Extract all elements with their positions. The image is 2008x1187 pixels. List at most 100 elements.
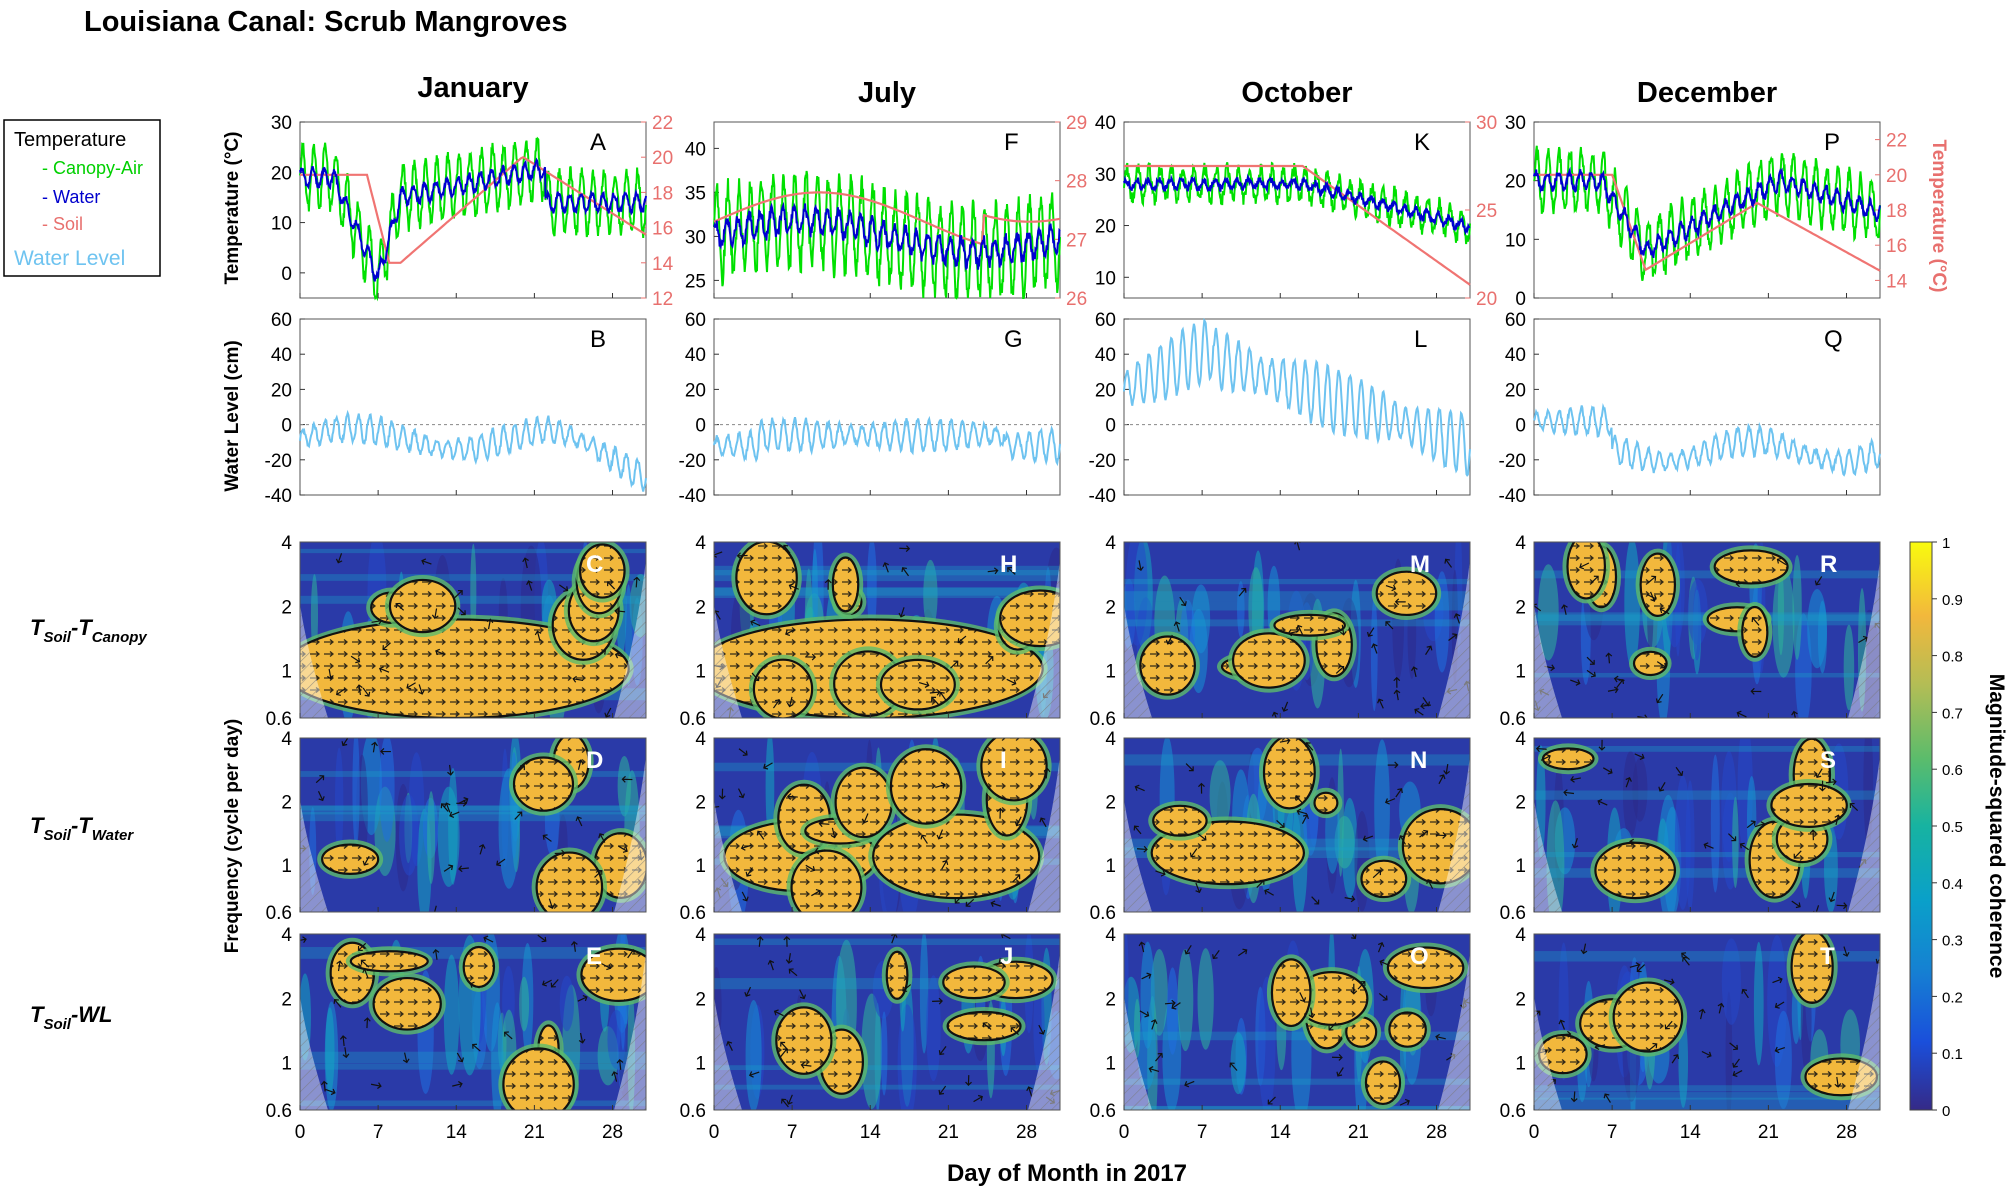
coherence-arrow (575, 816, 583, 827)
coherence-arrow (1387, 761, 1399, 769)
coherence-arrow (1571, 838, 1579, 849)
temp-left-tick-label: 0 (1515, 289, 1526, 310)
coherence-texture (1632, 757, 1648, 822)
coherence-arrow (431, 608, 439, 620)
coherence-arrow (1000, 934, 1011, 940)
coherence-y-tick-label: 0.6 (266, 903, 292, 924)
coherence-y-tick-label: 2 (1515, 793, 1526, 814)
coherence-blob-arrows (1389, 1012, 1426, 1047)
coherence-arrow (1371, 643, 1378, 654)
coherence-arrow (786, 1094, 793, 1105)
coherence-blob-arrows (1595, 842, 1675, 899)
coherence-y-tick-label: 1 (1105, 856, 1116, 877)
coherence-blob-arrows (832, 557, 859, 612)
coherence-arrow (740, 844, 752, 851)
coherence-arrow (611, 1071, 618, 1082)
coherence-y-tick-label: 0.6 (680, 1101, 706, 1122)
colorbar-tick-label: 0.2 (1942, 989, 1963, 1006)
coherence-arrow (457, 607, 466, 616)
coherence-arrow (1570, 776, 1581, 783)
coherence-band (300, 805, 646, 811)
coherence-arrow (1198, 782, 1205, 794)
wl-tick-label: 40 (1505, 345, 1526, 366)
coherence-arrow (452, 1080, 463, 1088)
temp-left-tick-label: 30 (271, 113, 292, 134)
coherence-arrow (522, 557, 529, 569)
coherence-band (714, 587, 1060, 596)
coherence-band (300, 771, 646, 777)
x-tick-label: 0 (709, 1122, 720, 1143)
temperature-panel-P: 30 20 10 0 22 20 18 16 14 P (1505, 113, 1908, 310)
series-water (713, 201, 1061, 271)
coherence-arrow (440, 803, 449, 812)
coherence-blob-arrows (1539, 1035, 1587, 1074)
coherence-texture (1753, 941, 1764, 1066)
cone-of-influence-left-hatch (714, 738, 742, 912)
coherence-arrow (333, 998, 342, 1008)
coherence-blob-arrows (753, 659, 813, 718)
coherence-arrow (901, 567, 910, 577)
coherence-arrow (336, 960, 344, 972)
series-water (299, 157, 647, 282)
cone-of-influence-left-hatch (300, 542, 328, 718)
coherence-arrow (985, 656, 994, 665)
legend-box: Temperature - Canopy-Air - Water - Soil … (3, 119, 161, 277)
x-tick-label: 21 (1348, 1122, 1369, 1143)
wl-tick-label: -40 (1089, 486, 1116, 507)
coherence-arrow (1774, 1001, 1785, 1009)
coherence-arrow (973, 1094, 983, 1103)
coherence-arrow (957, 635, 967, 644)
coherence-blob-arrows (513, 757, 573, 811)
coherence-arrow (1281, 701, 1289, 712)
coherence-arrow (800, 1061, 812, 1069)
coherence-arrow (1658, 782, 1666, 792)
series-water-level (713, 415, 1061, 467)
coherence-y-tick-label: 2 (1105, 597, 1116, 618)
coherence-texture (867, 542, 877, 636)
colorbar-tick-label: 0 (1942, 1103, 1950, 1120)
y-label-temperature-right: Temperature (°C) (1928, 140, 1949, 293)
coherence-arrow (1586, 669, 1596, 678)
coherence-texture (1732, 796, 1739, 888)
coherence-arrow (1659, 607, 1670, 615)
temp-right-tick-label: 16 (1886, 236, 1907, 257)
coherence-arrow (1729, 1042, 1739, 1051)
temp-left-tick-label: 30 (1095, 165, 1116, 186)
coherence-blob-arrows (1640, 553, 1675, 616)
cone-of-influence-left-hatch (1124, 738, 1152, 912)
coherence-arrow (1007, 566, 1016, 575)
coherence-arrow (1535, 745, 1547, 753)
coherence-frame (1533, 933, 1881, 1111)
coherence-arrow (1184, 1080, 1195, 1088)
coherence-arrow (1648, 1042, 1658, 1051)
temp-left-tick-label: 20 (1505, 172, 1526, 193)
temp-right-tick-label: 14 (652, 254, 674, 275)
coherence-arrow (577, 994, 588, 1002)
coherence-arrow (496, 858, 506, 867)
coherence-arrow (1736, 710, 1747, 718)
coherence-arrow (1184, 945, 1192, 955)
coherence-blob-arrows (1271, 959, 1311, 1026)
water-level-panel-L: 60 40 20 0 -20 -40 L (1089, 310, 1471, 507)
coherence-arrow (1664, 978, 1675, 986)
x-tick-label: 0 (1529, 1122, 1540, 1143)
panel-letter-K: K (1414, 129, 1430, 156)
coherence-arrow (1155, 1052, 1163, 1062)
coherence-blob-arrows (1361, 860, 1407, 898)
coherence-arrow (1444, 558, 1453, 568)
coherence-arrow (469, 981, 480, 989)
cone-of-influence-right-hatch (1848, 542, 1880, 718)
coherence-panel-I: 4 2 1 0.6 I (680, 729, 1061, 924)
coherence-arrow (1256, 879, 1265, 888)
x-tick-label: 0 (1119, 1122, 1130, 1143)
coherence-y-tick-label: 2 (1105, 989, 1116, 1010)
wl-tick-label: 20 (1095, 380, 1116, 401)
temperature-panel-K: 40 30 20 10 30 25 20 K (1095, 113, 1497, 310)
coherence-arrow (1305, 742, 1314, 751)
coherence-y-tick-label: 0.6 (1500, 1101, 1526, 1122)
coherence-panel-H: 4 2 1 0.6 H (680, 533, 1061, 730)
coherence-y-tick-label: 1 (1515, 662, 1526, 683)
coherence-arrow (317, 791, 325, 802)
coherence-band (1534, 1097, 1880, 1110)
legend-entry-soil: - Soil (42, 214, 83, 234)
